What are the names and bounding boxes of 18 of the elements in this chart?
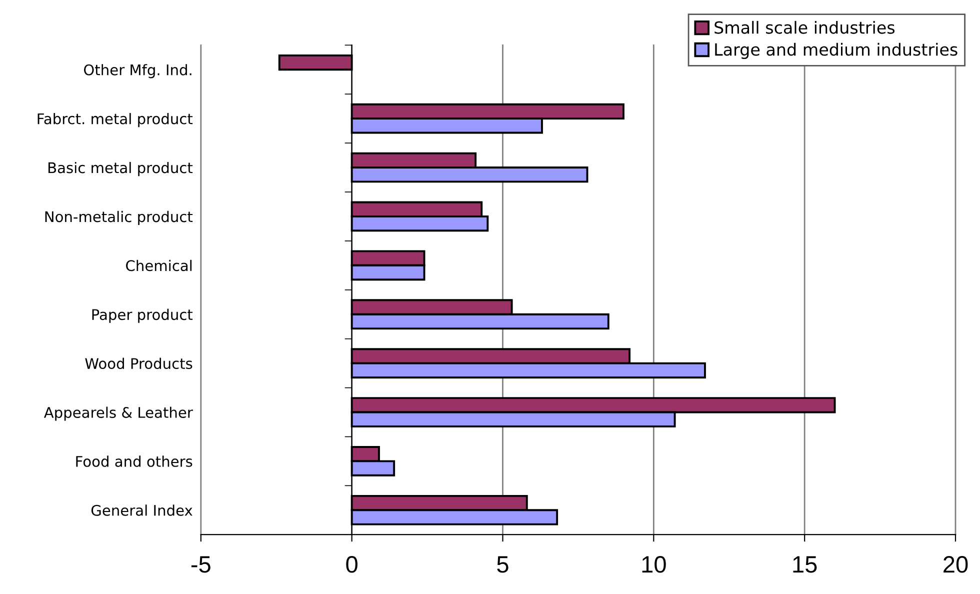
y-tick-label: Fabrct. metal product (38, 113, 193, 128)
x-tick-label: 5 (497, 556, 508, 573)
x-tick-label: 20 (944, 556, 968, 573)
y-tick-label: Other Mfg. Ind. (84, 64, 192, 78)
x-tick-label: 15 (793, 556, 817, 573)
legend-label: Large and medium industries (715, 42, 958, 60)
y-tick-label: Non-metalic product (45, 210, 193, 226)
y-tick-label: Paper product (92, 308, 193, 323)
x-tick-label: 0 (346, 556, 358, 573)
y-tick-label: Wood Products (85, 358, 192, 370)
y-tick-label: General Index (91, 504, 192, 516)
x-tick-label: 10 (642, 556, 666, 573)
y-tick-label: Basic metal product (48, 162, 193, 176)
y-tick-label: Food and others (76, 456, 192, 467)
x-tick-label: -5 (191, 556, 210, 573)
y-tick-label: Chemical (126, 260, 192, 272)
legend-label: Small scale industries (714, 20, 895, 34)
y-tick-label: Appearels & Leather (44, 406, 193, 421)
